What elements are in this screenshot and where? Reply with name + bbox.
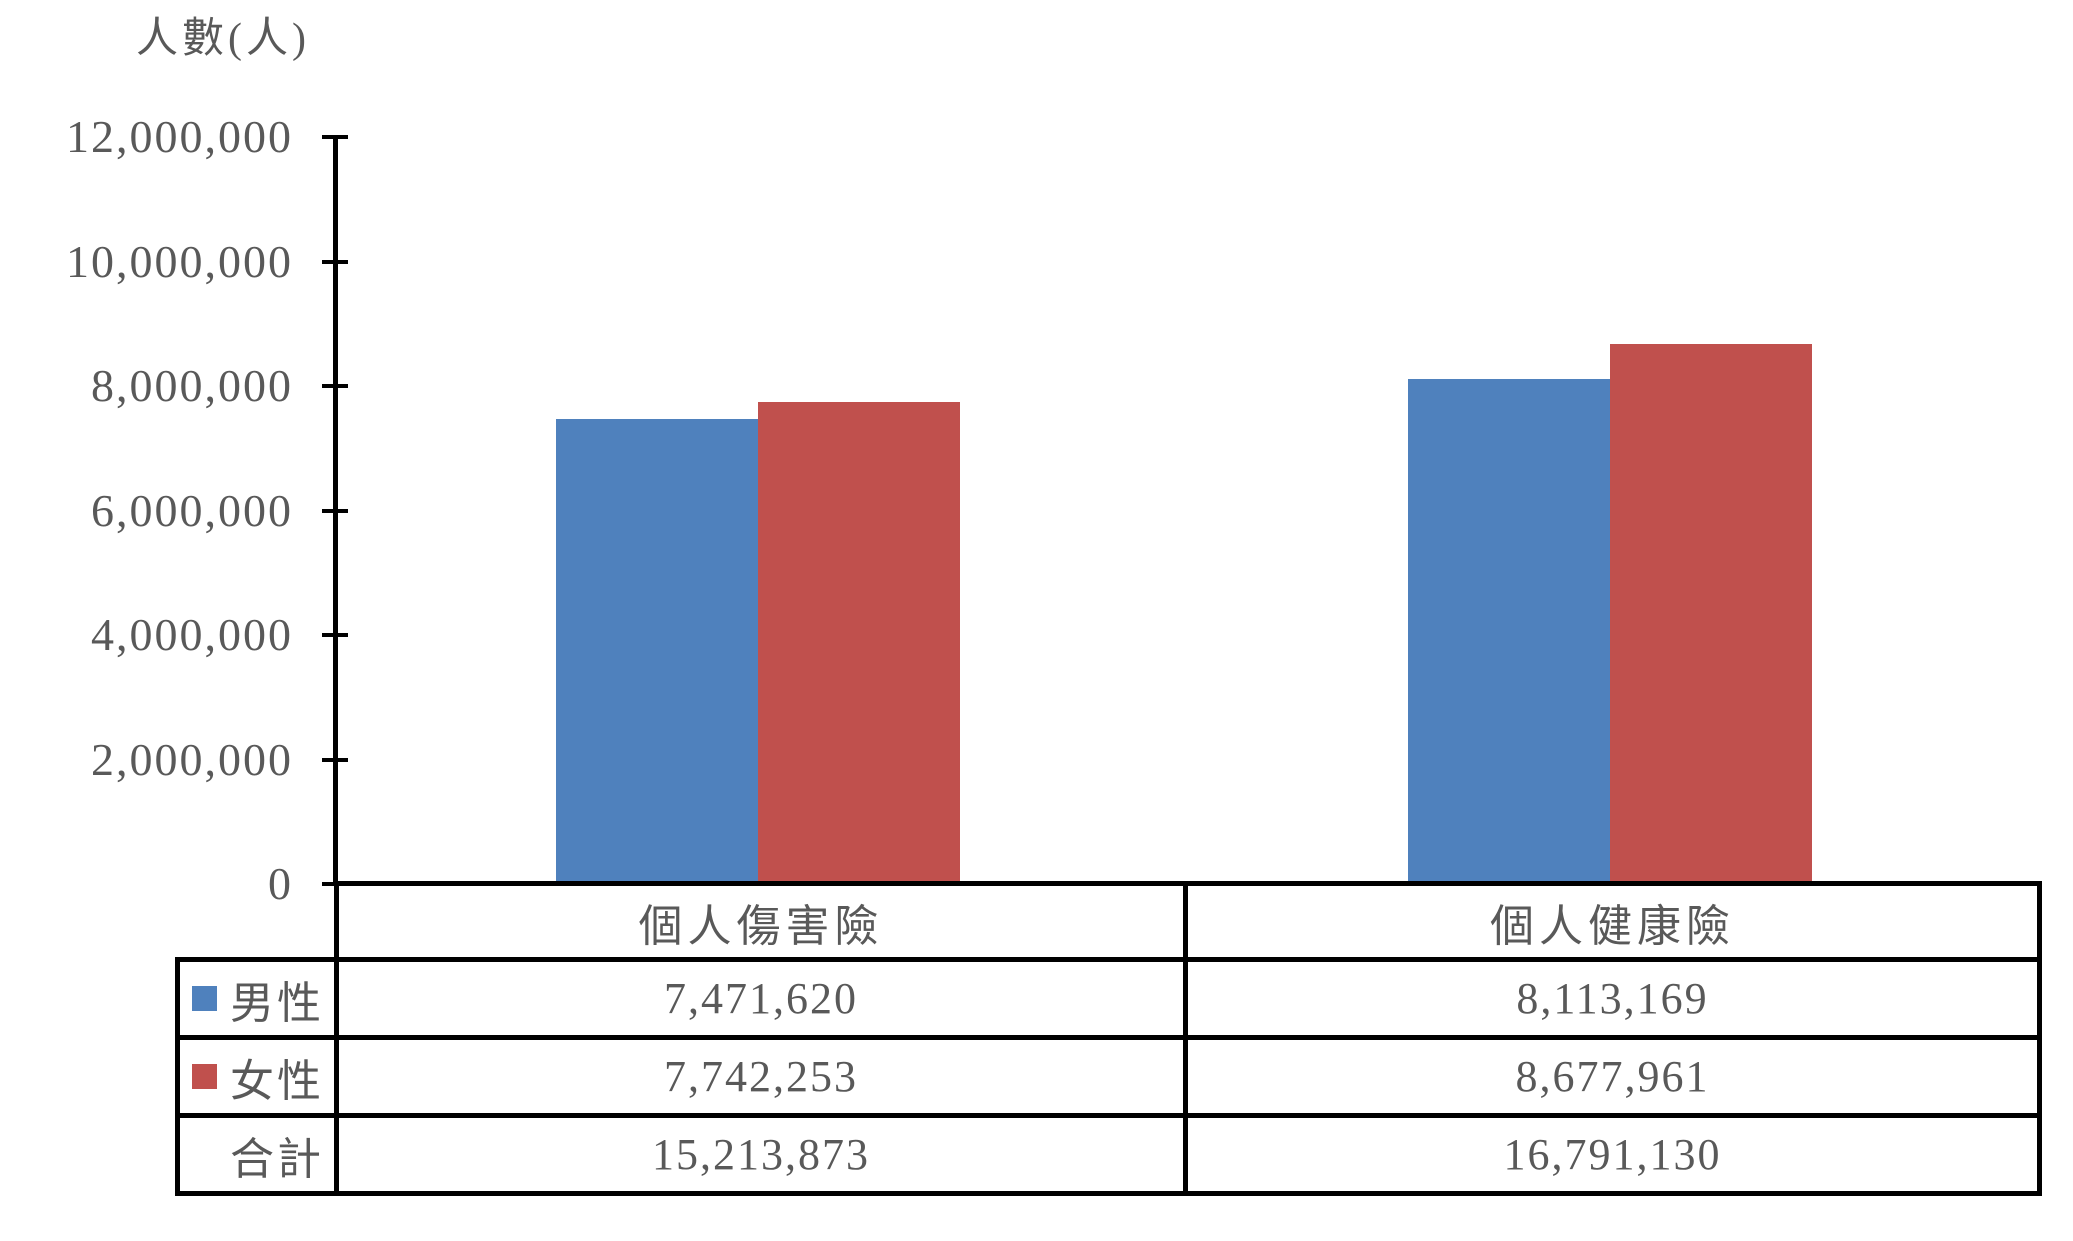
legend-cell-male: 男性 bbox=[175, 957, 339, 1040]
male-series-label: 男性 bbox=[230, 978, 324, 1028]
y-tick-label: 2,000,000 bbox=[91, 733, 293, 785]
bar-female-cat2 bbox=[1610, 344, 1812, 884]
y-tick-mark bbox=[322, 633, 348, 637]
y-tick-mark bbox=[322, 508, 348, 513]
y-tick-mark bbox=[322, 135, 348, 139]
legend-cell-total: 合計 bbox=[175, 1113, 339, 1196]
y-tick-mark bbox=[322, 882, 348, 886]
bar-male-cat1 bbox=[556, 419, 758, 884]
female-legend-swatch-icon bbox=[192, 1064, 217, 1089]
total-health-value: 16,791,130 bbox=[1183, 1113, 2042, 1196]
data-table: 個人傷害險 個人健康險 男性 7,471,620 8,113,169 女性 7,… bbox=[175, 881, 2042, 1196]
y-tick-label: 8,000,000 bbox=[91, 360, 293, 411]
legend-cell-female: 女性 bbox=[175, 1035, 339, 1118]
female-injury-value: 7,742,253 bbox=[334, 1035, 1188, 1118]
y-tick-mark bbox=[322, 259, 348, 264]
y-tick-label: 6,000,000 bbox=[91, 484, 293, 536]
y-tick-mark bbox=[322, 757, 348, 762]
table-header-personal-injury-insurance: 個人傷害險 bbox=[334, 881, 1188, 962]
y-tick-label: 4,000,000 bbox=[91, 609, 293, 660]
y-tick-label: 12,000,000 bbox=[66, 111, 293, 162]
bar-male-cat2 bbox=[1408, 379, 1610, 884]
total-injury-value: 15,213,873 bbox=[334, 1113, 1188, 1196]
female-health-value: 8,677,961 bbox=[1183, 1035, 2042, 1118]
table-corner-spacer bbox=[178, 884, 337, 960]
table-row-male: 男性 7,471,620 8,113,169 bbox=[175, 957, 2042, 1040]
male-legend-swatch-icon bbox=[192, 986, 217, 1011]
table-header-row: 個人傷害險 個人健康險 bbox=[178, 881, 2042, 962]
table-row-female: 女性 7,742,253 8,677,961 bbox=[175, 1035, 2042, 1118]
bar-female-cat1 bbox=[758, 402, 960, 884]
y-tick-label: 10,000,000 bbox=[66, 235, 293, 287]
y-tick-label: 0 bbox=[268, 858, 293, 909]
male-health-value: 8,113,169 bbox=[1183, 957, 2042, 1040]
table-row-total: 合計 15,213,873 16,791,130 bbox=[175, 1113, 2042, 1196]
male-injury-value: 7,471,620 bbox=[334, 957, 1188, 1040]
table-header-personal-health-insurance: 個人健康險 bbox=[1183, 881, 2042, 962]
y-axis-title: 人數(人) bbox=[136, 16, 310, 62]
total-row-label: 合計 bbox=[230, 1134, 324, 1184]
female-series-label: 女性 bbox=[230, 1056, 324, 1106]
y-tick-mark bbox=[322, 384, 348, 388]
